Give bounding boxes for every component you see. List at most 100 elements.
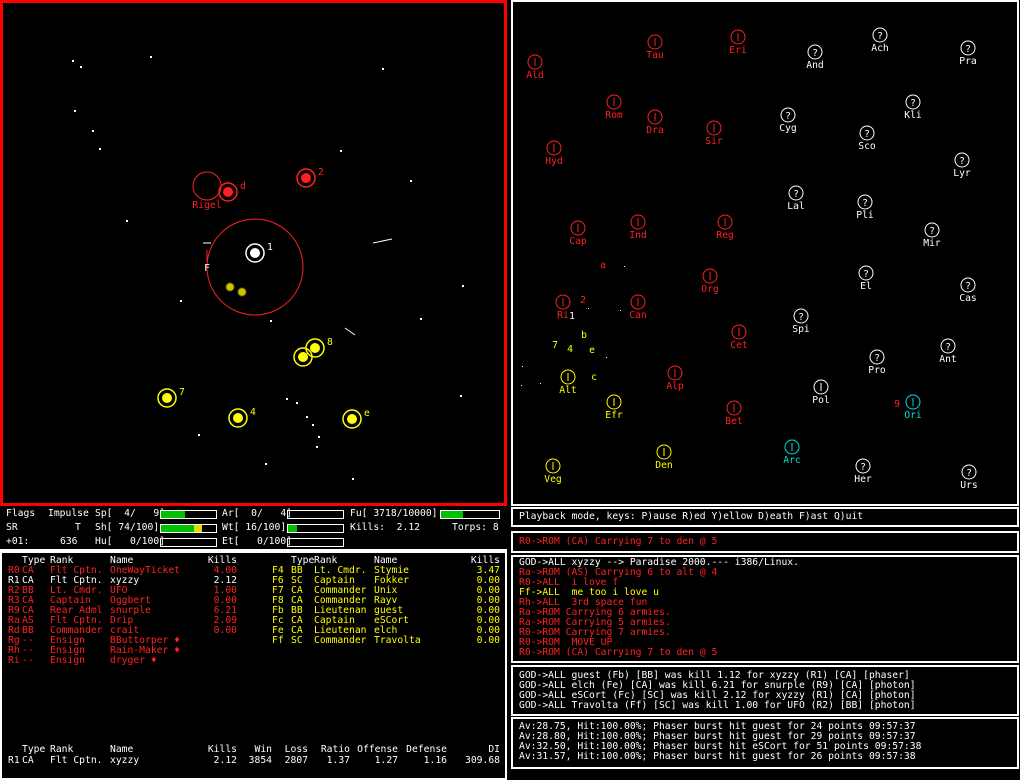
message: Av:32.50, Hit:100.00%; Phaser burst hit … [519,741,922,752]
status-text: Et[ 0/100] [222,536,292,547]
star [521,385,522,386]
planet-glyph: ? [793,189,799,200]
status-bar-frame [160,538,217,547]
stats-cell: 2807 [284,755,308,766]
ship-hull [347,414,357,424]
player-cell: F8 [272,595,284,606]
stats-cell: 1.37 [326,755,350,766]
player-cell: 0.00 [476,625,500,636]
player-cell: F6 [272,575,284,586]
status-text: T [75,522,81,533]
stats-cell: Flt Cptn. [50,755,103,766]
message: Ff->ALL me too i love u [519,587,659,598]
planet-name: Cas [959,293,977,304]
player-cell: Commander [314,595,367,606]
player-cell: 2.09 [213,615,237,626]
current-message-frame [511,531,1019,553]
star [72,60,74,62]
status-bar [161,511,186,518]
player-cell: Captain [50,595,91,606]
planet [784,439,800,455]
status-bar-frame [160,524,217,533]
status-text: Flags [6,508,36,519]
star [126,220,128,222]
ship-hull [233,413,243,423]
planet-name: Ach [871,43,889,54]
planet [872,27,888,43]
marker-label: F [204,263,210,274]
status-text: Hu[ 0/100] [95,536,165,547]
player-cell: Rg [8,635,20,646]
status-text: SR [6,522,18,533]
ship-label: 2 [580,295,586,306]
ship-label: e [589,345,595,356]
planet-glyph: ? [959,156,965,167]
planet-name: Urs [960,480,978,491]
player-cell: Captain [314,615,355,626]
message: GOD->ALL eSCort (Fc) [SC] was kill 2.12 … [519,690,916,701]
player-cell: 6.21 [213,605,237,616]
planet [857,194,873,210]
message: R0->ROM (CA) Carrying 7 to den @ 5 [519,536,718,547]
planet-name: Ald [526,70,544,81]
player-cell: Fokker [374,575,409,586]
status-text: Sp[ 4/ 9] [95,508,165,519]
status-bar-frame [287,538,344,547]
star [265,463,267,465]
planet [730,29,746,45]
player-cell: xyzzy [110,575,140,586]
player-cell: 0.00 [213,595,237,606]
player-cell: R1 [8,575,20,586]
stats-cell: 2.12 [213,755,237,766]
player-cell: Stymie [374,565,409,576]
message: Av:31.57, Hit:100.00%; Phaser burst hit … [519,751,916,762]
planet [780,107,796,123]
player-cell: AS [22,615,34,626]
star [286,398,288,400]
status-text: +01: [6,536,30,547]
message: Av:28.80, Hit:100.00%; Phaser burst hit … [519,731,916,742]
planet-glyph: ? [965,44,971,55]
star [312,424,314,426]
player-cell: -- [22,635,34,646]
galactic-frame [511,0,1019,506]
message: GOD->ALL Travolta (Ff) [SC] was kill 1.0… [519,700,916,711]
player-cell: Lieutenan [314,625,367,636]
player-cell: Rain-Maker ♦ [110,645,180,656]
planet-name: Bet [725,416,743,427]
ship-label: 1 [267,242,273,253]
planet [546,140,562,156]
message: GOD->ALL xyzzy --> Paradise 2000.--- i38… [519,557,799,568]
planet [667,365,683,381]
player-cell: BB [22,585,34,596]
planet-name: Tau [646,50,664,61]
star [180,300,182,302]
planet-glyph: ? [910,98,916,109]
message: Ra->ROM (AS) Carrying 6 to alt @ 4 [519,567,718,578]
planet [924,222,940,238]
planet [905,94,921,110]
shield-range [206,218,304,316]
ship [157,388,177,408]
message: Ra->ROM Carrying 6 armies. [519,607,671,618]
player-list-frame [0,551,507,780]
star [306,416,308,418]
planet [960,40,976,56]
all-messages-frame [511,555,1019,663]
player-cell: R3 [8,595,20,606]
planet-name: Lal [787,201,805,212]
player-cell: Ff [272,635,284,646]
message: R0->ROM Carrying 7 armies. [519,627,671,638]
status-bar-frame [287,510,344,519]
status-text: Kills: 2.12 [350,522,420,533]
star [410,180,412,182]
stats-cell: 1.16 [423,755,447,766]
planet-name: Cet [730,340,748,351]
player-cell: guest [374,605,404,616]
status-text: Impulse [48,508,89,519]
planet-name: Ind [629,230,647,241]
player-cell: 0.00 [476,615,500,626]
player-cell: crait [110,625,140,636]
stats-header: Kills [207,744,237,755]
